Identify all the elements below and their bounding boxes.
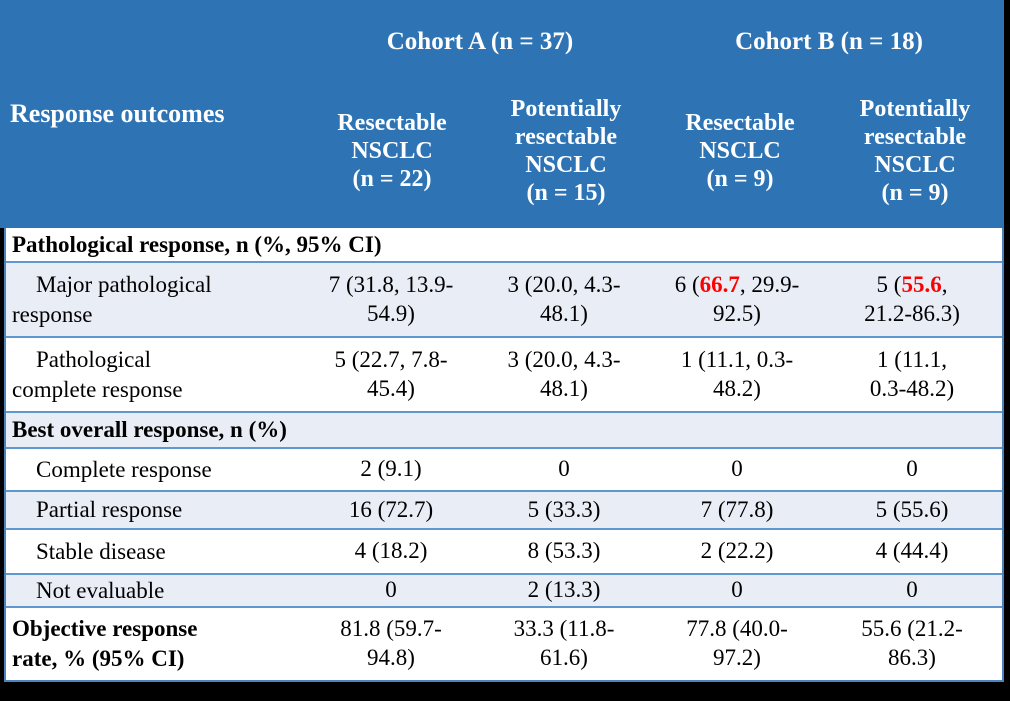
cell: 5 (55.6, 21.2-86.3) [822,271,1002,329]
response-outcomes-header: Response outcomes [10,99,225,128]
cell: 0 [558,456,570,482]
cell: 0 [385,577,397,603]
table-row-stable-disease: Stable disease 4 (18.2) 8 (53.3) 2 (22.2… [6,528,1002,573]
row-label: Objective response rate, % (95% CI) [12,616,198,671]
cell: 3 (20.0, 4.3- 48.1) [507,271,621,326]
cell: 3 (20.0, 4.3- 48.1) [507,346,621,401]
cell: 33.3 (11.8- 61.6) [513,616,615,670]
row-label: Stable disease [36,538,166,564]
cell: 0 [731,456,743,482]
row-label: Pathological complete response [12,346,183,402]
column-header-resectable-a: Resectable NSCLC (n = 22) [337,110,447,192]
table-row-partial-response: Partial response 16 (72.7) 5 (33.3) 7 (7… [6,490,1002,528]
cell: 81.8 (59.7- 94.8) [340,616,442,670]
column-header-potentially-resectable-b: Potentially resectable NSCLC (n = 9) [859,96,971,206]
highlighted-value: 55.6 [901,271,942,297]
cell: 4 (18.2) [354,538,428,564]
cell: 55.6 (21.2- 86.3) [861,616,963,670]
cell-text: 6 ( [674,271,700,297]
cell: 1 (11.1, 0.3- 48.2) [680,346,794,401]
row-label: Major pathological response [12,271,212,327]
cell: 6 (66.7, 29.9- 92.5) [652,271,822,329]
section-label: Pathological response, n (%, 95% CI) [12,231,382,257]
cell: 4 (44.4) [875,538,949,564]
table-row-major-pathological-response: Major pathological response 7 (31.8, 13.… [6,261,1002,336]
section-label: Best overall response, n (%) [12,417,287,442]
cell: 7 (31.8, 13.9- 54.9) [328,271,454,326]
row-label: Partial response [36,497,183,523]
cell-text: 5 ( [876,271,902,297]
cell: 7 (77.8) [700,496,774,522]
row-label: Not evaluable [36,577,165,603]
section-row-pathological-response: Pathological response, n (%, 95% CI) [6,228,1002,261]
column-header-resectable-b: Resectable NSCLC (n = 9) [685,110,795,192]
cell: 0 [906,577,918,603]
cell: 5 (33.3) [527,496,601,522]
cell: 5 (55.6) [875,496,949,522]
cell-text: , 29.9- 92.5) [713,271,800,326]
table-row-objective-response-rate: Objective response rate, % (95% CI) 81.8… [6,606,1002,680]
cell: 2 (13.3) [527,577,601,603]
cell: 2 (9.1) [360,456,422,482]
table-body: Pathological response, n (%, 95% CI) Maj… [4,228,1004,682]
table-row-pathological-complete-response: Pathological complete response 5 (22.7, … [6,336,1002,411]
cohort-a-header: Cohort A (n = 37) [386,28,574,55]
row-label: Complete response [36,456,212,482]
cell: 8 (53.3) [527,538,601,564]
cell: 16 (72.7) [348,496,434,522]
cohort-b-header: Cohort B (n = 18) [735,28,923,55]
cell-text: , 21.2-86.3) [864,271,960,326]
highlighted-value: 66.7 [699,271,740,297]
table-row-not-evaluable: Not evaluable 0 2 (13.3) 0 0 [6,573,1002,606]
cell: 2 (22.2) [700,538,774,564]
column-header-potentially-resectable-a: Potentially resectable NSCLC (n = 15) [510,96,622,206]
cell: 0 [906,456,918,482]
cell: 5 (22.7, 7.8- 45.4) [334,346,448,401]
section-row-best-overall-response: Best overall response, n (%) [6,411,1002,447]
cell: 0 [731,577,743,603]
table-row-complete-response: Complete response 2 (9.1) 0 0 0 [6,447,1002,490]
table-header: Response outcomes Cohort A (n = 37) Coho… [0,0,1004,228]
cell: 1 (11.1, 0.3-48.2) [869,346,955,401]
cell: 77.8 (40.0- 97.2) [686,616,788,670]
